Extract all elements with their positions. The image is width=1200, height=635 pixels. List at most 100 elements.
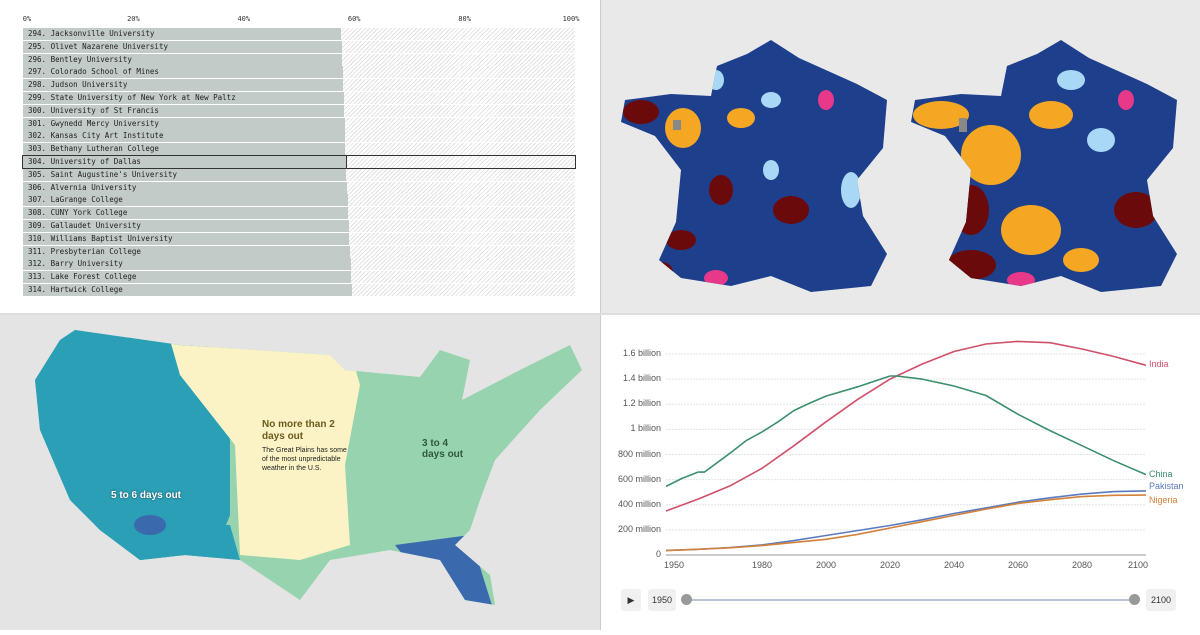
ranking-row[interactable]: 310. Williams Baptist University xyxy=(23,232,575,245)
plains-title: No more than 2 days out xyxy=(262,419,335,442)
west-label: 5 to 6 days out xyxy=(111,490,182,501)
ranking-label: 305. Saint Augustine's University xyxy=(28,169,178,179)
ranking-row[interactable]: 305. Saint Augustine's University xyxy=(23,168,575,181)
plains-note: The Great Plains has some of the most un… xyxy=(262,447,347,472)
ranking-label: 301. Gwynedd Mercy University xyxy=(28,118,159,128)
ranking-bar xyxy=(23,117,345,130)
ranking-bar xyxy=(23,181,348,194)
series-label-china: China xyxy=(1149,468,1173,479)
ranking-bar xyxy=(23,92,344,104)
france-maps-panel xyxy=(601,0,1200,313)
ranking-bar xyxy=(23,53,343,66)
ranking-label: 312. Barry University xyxy=(28,259,123,269)
ranking-label: 299. State University of New York at New… xyxy=(28,93,236,102)
ranking-row[interactable]: 309. Gallaudet University xyxy=(23,220,575,232)
ranking-label: 303. Bethany Lutheran College xyxy=(28,144,159,154)
axis-tick: 0% xyxy=(22,15,32,23)
ranking-bar xyxy=(23,207,349,220)
ranking-bar xyxy=(23,143,346,156)
ranking-row[interactable]: 303. Bethany Lutheran College xyxy=(23,143,575,156)
ranking-row[interactable]: 301. Gwynedd Mercy University xyxy=(23,117,575,130)
series-line-nigeria[interactable] xyxy=(665,494,1147,552)
series-label-nigeria: Nigeria xyxy=(1149,494,1178,505)
ranking-row[interactable]: 300. University of St Francis xyxy=(23,104,575,117)
ranking-bar xyxy=(23,245,350,258)
ranking-label: 296. Bentley University xyxy=(28,54,132,64)
ranking-label: 294. Jacksonville University xyxy=(28,29,155,38)
ranking-row[interactable]: 312. Barry University xyxy=(23,258,575,271)
play-button[interactable]: ▶ xyxy=(621,589,641,611)
ranking-label: 310. Williams Baptist University xyxy=(28,233,173,243)
panel-divider-horizontal xyxy=(0,313,1200,315)
x-tick-label: 2000 xyxy=(815,560,837,570)
ranking-label: 307. LaGrange College xyxy=(28,195,123,205)
series-line-pakistan[interactable] xyxy=(665,490,1147,552)
end-year-display: 2100 xyxy=(1146,589,1176,611)
y-tick-label: 800 million xyxy=(617,448,661,459)
series-label-india: India xyxy=(1149,359,1169,370)
x-tick-label: 2080 xyxy=(1071,560,1093,570)
timeline-end-handle[interactable] xyxy=(1129,594,1140,605)
ranking-row[interactable]: 302. Kansas City Art Institute xyxy=(23,130,575,143)
ranking-bar xyxy=(23,40,342,53)
ranking-label: 306. Alvernia University xyxy=(28,182,137,192)
ranking-label: 298. Judson University xyxy=(28,80,128,90)
ranking-row[interactable]: 295. Olivet Nazarene University xyxy=(23,40,575,53)
ranking-bar xyxy=(23,284,352,296)
ranking-row[interactable]: 306. Alvernia University xyxy=(23,181,575,194)
y-tick-label: 600 million xyxy=(617,473,661,484)
population-line-chart xyxy=(665,340,1147,556)
y-tick-label: 0 xyxy=(655,549,661,559)
x-tick-label: 2040 xyxy=(943,560,965,570)
panel-divider-vertical xyxy=(600,0,601,630)
y-tick-label: 1 billion xyxy=(630,423,661,434)
ranking-row[interactable]: 314. Hartwick College xyxy=(23,284,575,296)
ranking-row[interactable]: 313. Lake Forest College xyxy=(23,271,575,284)
ranking-label: 297. Colorado School of Mines xyxy=(28,67,159,77)
ranking-bar xyxy=(23,66,343,79)
ranking-row[interactable]: 311. Presbyterian College xyxy=(23,245,575,258)
axis-tick: 80% xyxy=(458,15,471,23)
x-tick-label: 2060 xyxy=(1007,560,1029,570)
ranking-label: 309. Gallaudet University xyxy=(28,221,141,230)
y-tick-label: 1.4 billion xyxy=(622,373,661,384)
ranking-row[interactable]: 307. LaGrange College xyxy=(23,194,575,207)
ranking-row[interactable]: 299. State University of New York at New… xyxy=(23,92,575,104)
start-year-display: 1950 xyxy=(648,589,676,611)
france-map-right xyxy=(911,40,1177,292)
ranking-row[interactable]: 296. Bentley University xyxy=(23,53,575,66)
y-tick-label: 200 million xyxy=(617,523,661,534)
y-tick-label: 400 million xyxy=(617,498,661,509)
timeline-start-handle[interactable] xyxy=(681,594,692,605)
ranking-bar xyxy=(23,168,347,181)
us-forecast-map-panel: No more than 2 days out The Great Plains… xyxy=(0,315,600,630)
ranking-bar xyxy=(23,232,350,245)
ranking-bar xyxy=(23,271,352,284)
series-line-india[interactable] xyxy=(665,340,1147,512)
series-label-pakistan: Pakistan xyxy=(1149,480,1184,491)
ranking-chart-panel: 0% 20% 40% 60% 80% 100% 294. Jacksonville Uni… xyxy=(0,0,600,313)
ranking-bar xyxy=(23,79,344,92)
series-line-china[interactable] xyxy=(665,375,1147,488)
ranking-row[interactable]: 297. Colorado School of Mines xyxy=(23,66,575,79)
ranking-label: 313. Lake Forest College xyxy=(28,272,137,282)
ranking-bar xyxy=(23,28,341,40)
x-tick-label: 2100 xyxy=(1127,560,1149,570)
france-map-left xyxy=(621,40,887,292)
axis-tick: 20% xyxy=(127,15,140,23)
ranking-row[interactable]: 304. University of Dallas xyxy=(22,155,576,169)
x-tick-label: 1950 xyxy=(663,560,685,570)
axis-tick: 40% xyxy=(237,15,251,23)
play-icon: ▶ xyxy=(627,594,635,605)
france-maps xyxy=(621,40,1177,292)
axis-tick: 100% xyxy=(562,15,580,23)
ranking-row[interactable]: 294. Jacksonville University xyxy=(23,28,575,40)
ranking-label: 295. Olivet Nazarene University xyxy=(28,41,168,51)
timeline-slider-track[interactable] xyxy=(687,599,1135,601)
ranking-row[interactable]: 308. CUNY York College xyxy=(23,207,575,220)
population-chart-panel: 0 200 million 400 million 600 million 800 mi… xyxy=(601,315,1200,630)
ranking-bar xyxy=(23,258,351,271)
ranking-row[interactable]: 298. Judson University xyxy=(23,79,575,92)
east-label: 3 to 4 days out xyxy=(422,438,464,460)
ranking-label: 314. Hartwick College xyxy=(28,285,123,294)
